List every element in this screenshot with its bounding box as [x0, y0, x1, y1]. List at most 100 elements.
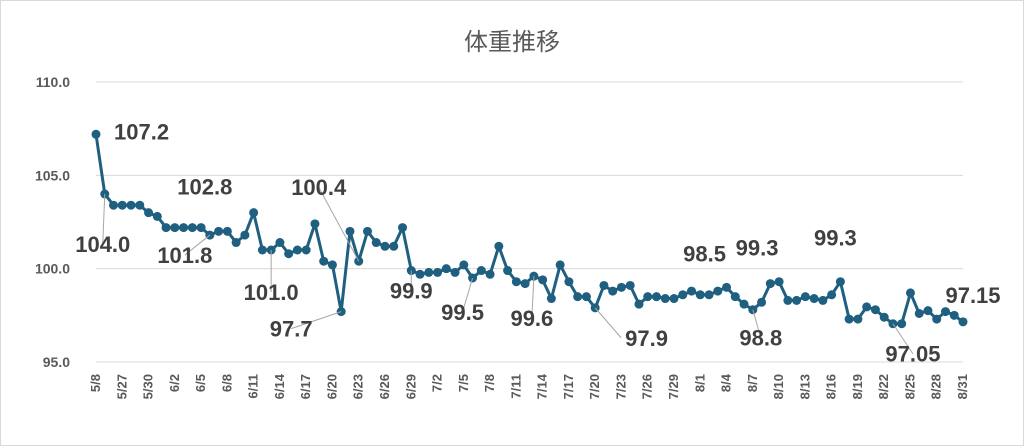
x-tick-label: 8/16: [824, 374, 839, 399]
data-point: [774, 277, 784, 287]
data-point: [608, 286, 618, 296]
data-point: [660, 294, 670, 304]
data-label: 98.8: [739, 326, 782, 351]
data-point: [415, 269, 425, 279]
data-point: [362, 226, 372, 236]
data-label: 102.8: [177, 174, 232, 199]
data-point: [687, 286, 697, 296]
x-tick-label: 7/11: [508, 374, 523, 399]
data-point: [757, 297, 767, 307]
data-point: [520, 279, 530, 289]
x-tick-label: 6/8: [219, 374, 234, 392]
x-tick-label: 8/19: [850, 374, 865, 399]
data-label: 99.9: [390, 279, 433, 304]
x-tick-label: 7/26: [640, 374, 655, 399]
leader-line: [318, 186, 360, 262]
data-point: [257, 245, 267, 255]
x-tick-label: 5/8: [88, 374, 103, 392]
leader-line: [531, 276, 535, 319]
y-tick-label: 100.0: [35, 261, 70, 277]
data-point: [380, 241, 390, 251]
data-point: [651, 292, 661, 302]
data-label: 101.8: [157, 243, 212, 268]
data-point: [292, 245, 302, 255]
x-tick-label: 8/7: [745, 374, 760, 392]
data-point: [144, 208, 154, 218]
x-tick-label: 6/26: [377, 374, 392, 399]
x-tick-label: 7/8: [482, 374, 497, 392]
x-tick-label: 8/10: [771, 374, 786, 399]
data-point: [818, 295, 828, 305]
data-point: [345, 226, 355, 236]
data-label: 101.0: [244, 280, 299, 305]
x-tick-label: 6/14: [272, 373, 287, 399]
leader-line: [594, 307, 622, 339]
data-point: [800, 292, 810, 302]
data-point: [905, 288, 915, 298]
x-tick-label: 5/27: [114, 374, 129, 399]
x-tick-label: 6/5: [193, 374, 208, 392]
data-point: [485, 269, 495, 279]
data-point: [240, 230, 250, 240]
data-point: [564, 277, 574, 287]
x-tick-label: 6/17: [298, 374, 313, 399]
data-label: 99.3: [814, 226, 857, 251]
data-point: [371, 238, 381, 248]
data-label: 99.3: [736, 236, 779, 261]
data-point: [879, 312, 889, 322]
leader-line: [752, 309, 762, 338]
data-point: [730, 292, 740, 302]
x-tick-label: 8/13: [797, 374, 812, 399]
data-point: [897, 319, 907, 329]
data-point: [459, 260, 469, 270]
data-point: [625, 280, 635, 290]
data-point: [109, 200, 119, 210]
data-label: 99.6: [510, 306, 553, 331]
data-point: [713, 286, 723, 296]
leader-line: [102, 193, 106, 245]
leader-line: [462, 277, 474, 313]
data-point: [555, 260, 565, 270]
data-point: [170, 223, 180, 233]
data-point: [310, 219, 320, 229]
data-point: [853, 314, 863, 324]
data-point: [231, 238, 241, 248]
data-point: [844, 314, 854, 324]
x-tick-label: 6/2: [167, 374, 182, 392]
data-point: [222, 226, 232, 236]
x-tick-label: 8/25: [902, 374, 917, 399]
x-tick-label: 7/29: [666, 374, 681, 399]
data-point: [862, 302, 872, 312]
data-point: [923, 306, 933, 316]
x-tick-label: 6/23: [351, 374, 366, 399]
data-point: [949, 310, 959, 320]
data-label: 100.4: [291, 175, 347, 200]
data-point: [581, 292, 591, 302]
data-point: [301, 245, 311, 255]
data-label: 97.9: [625, 326, 668, 351]
data-point: [284, 249, 294, 259]
data-point: [739, 299, 749, 309]
data-point: [573, 292, 583, 302]
data-point: [634, 299, 644, 309]
data-point: [695, 290, 705, 300]
data-point: [765, 279, 775, 289]
data-label: 104.0: [75, 232, 130, 257]
data-point: [835, 277, 845, 287]
data-point: [827, 290, 837, 300]
data-point: [932, 314, 942, 324]
leader-line: [892, 323, 914, 355]
data-point: [117, 200, 127, 210]
x-tick-label: 7/23: [613, 374, 628, 399]
data-point: [643, 292, 653, 302]
data-point: [616, 282, 626, 292]
x-tick-label: 6/20: [324, 374, 339, 399]
data-point: [424, 267, 434, 277]
y-tick-label: 110.0: [36, 74, 70, 90]
y-tick-label: 105.0: [35, 167, 70, 183]
data-point: [249, 208, 259, 218]
data-point: [91, 129, 101, 139]
data-point: [958, 317, 968, 327]
